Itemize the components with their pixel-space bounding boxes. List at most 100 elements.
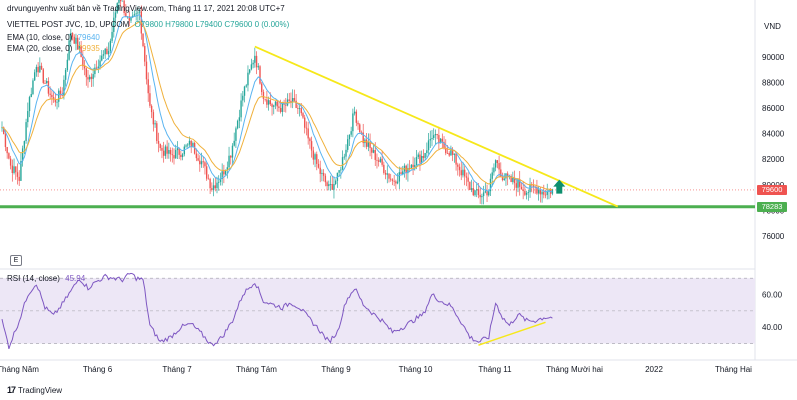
candle-body-53 xyxy=(92,74,94,79)
ema10-legend[interactable]: EMA (10, close, 0) 79640 xyxy=(7,33,100,43)
candle-body-129 xyxy=(223,171,225,175)
time-axis-tick-5: Tháng 10 xyxy=(399,365,433,374)
candle-body-279 xyxy=(481,196,483,198)
candle-body-256 xyxy=(441,138,444,142)
candle-body-142 xyxy=(245,85,247,87)
candle-body-42 xyxy=(73,36,75,44)
candle-body-274 xyxy=(472,188,474,196)
candle-body-216 xyxy=(372,150,375,153)
candle-body-34 xyxy=(59,90,62,96)
candle-body-228 xyxy=(393,180,395,182)
candle-body-85 xyxy=(147,79,149,94)
candle-body-232 xyxy=(400,172,402,174)
candle-body-29 xyxy=(51,94,53,98)
candle-body-159 xyxy=(274,101,277,106)
candle-body-242 xyxy=(417,154,419,157)
candle-body-52 xyxy=(90,76,93,79)
price-axis-tick-5: 86000 xyxy=(762,104,785,113)
candle-body-1 xyxy=(3,127,5,135)
candle-body-221 xyxy=(381,158,383,165)
candle-body-316 xyxy=(544,194,547,196)
candle-body-299 xyxy=(515,183,517,188)
candle-body-223 xyxy=(384,172,387,175)
candle-body-238 xyxy=(410,164,413,169)
candle-body-131 xyxy=(226,167,229,170)
candle-body-126 xyxy=(218,181,220,183)
candle-body-188 xyxy=(324,175,327,183)
candle-body-150 xyxy=(259,66,261,84)
candle-body-65 xyxy=(113,17,115,32)
candle-body-199 xyxy=(343,156,345,158)
candle-body-245 xyxy=(422,156,425,158)
candle-body-95 xyxy=(164,146,167,156)
candle-body-153 xyxy=(264,98,266,100)
candle-body-180 xyxy=(310,141,313,151)
candle-body-309 xyxy=(532,185,535,187)
candle-body-151 xyxy=(261,83,263,92)
rsi-value: 45.94 xyxy=(65,274,86,283)
candle-body-315 xyxy=(543,191,545,195)
candle-body-250 xyxy=(431,137,433,140)
candle-body-264 xyxy=(455,153,457,165)
candle-body-47 xyxy=(82,57,84,67)
candle-body-59 xyxy=(102,54,105,56)
candle-body-14 xyxy=(25,122,27,142)
candle-body-203 xyxy=(350,131,352,135)
candle-body-104 xyxy=(180,154,182,157)
candle-body-46 xyxy=(80,45,82,58)
candle-body-167 xyxy=(288,99,290,101)
candle-body-198 xyxy=(341,157,344,170)
candle-body-96 xyxy=(166,146,168,154)
time-axis-tick-7: Tháng Mười hai xyxy=(546,365,603,374)
symbol-label: VIETTEL POST JVC, 1D, UPCOM xyxy=(7,20,130,29)
candle-body-89 xyxy=(154,123,156,125)
candle-body-48 xyxy=(83,66,86,69)
candle-body-100 xyxy=(173,155,175,159)
candle-body-290 xyxy=(500,169,502,177)
candle-body-231 xyxy=(398,172,401,182)
candle-body-317 xyxy=(546,191,548,195)
tradingview-logo[interactable]: 17 TradingView xyxy=(7,385,62,395)
candle-body-307 xyxy=(529,184,531,193)
candle-body-305 xyxy=(525,192,528,195)
time-axis-tick-1: Tháng 6 xyxy=(83,365,113,374)
candle-body-278 xyxy=(479,195,481,198)
candle-body-99 xyxy=(171,154,173,156)
candle-body-60 xyxy=(104,48,106,55)
candle-body-25 xyxy=(44,82,46,84)
candle-body-66 xyxy=(114,12,117,18)
candle-body-18 xyxy=(32,80,34,95)
ema20-legend[interactable]: EMA (20, close, 0) 79935 xyxy=(7,44,100,54)
candle-body-177 xyxy=(305,127,308,129)
symbol-legend[interactable]: VIETTEL POST JVC, 1D, UPCOM O79800 H7980… xyxy=(7,20,289,30)
candle-body-130 xyxy=(224,169,227,175)
candle-body-229 xyxy=(395,181,397,184)
candle-body-30 xyxy=(52,97,55,100)
candle-body-189 xyxy=(326,182,328,187)
candle-body-58 xyxy=(101,55,103,61)
candle-body-5 xyxy=(9,158,12,166)
candle-body-11 xyxy=(20,161,22,181)
candle-body-56 xyxy=(97,66,100,68)
candle-body-197 xyxy=(340,169,342,171)
time-axis-tick-9: Tháng Hai xyxy=(715,365,752,374)
time-axis-tick-3: Tháng Tám xyxy=(236,365,277,374)
candle-body-258 xyxy=(445,147,447,154)
events-button[interactable]: E xyxy=(10,255,22,266)
time-axis-tick-0: Tháng Năm xyxy=(0,365,39,374)
candle-body-265 xyxy=(457,164,459,167)
candle-body-87 xyxy=(150,105,153,113)
candle-body-240 xyxy=(414,164,416,168)
candle-body-306 xyxy=(527,192,530,193)
price-axis-tick-3: 82000 xyxy=(762,155,785,164)
candle-body-285 xyxy=(491,172,493,179)
candle-body-181 xyxy=(312,150,315,160)
candle-body-314 xyxy=(541,191,543,195)
candle-body-115 xyxy=(199,160,201,165)
candle-body-33 xyxy=(58,90,60,102)
candle-body-266 xyxy=(458,166,461,171)
candle-body-172 xyxy=(297,107,299,109)
rsi-trendline xyxy=(478,321,546,346)
rsi-legend[interactable]: RSI (14, close) 45.94 xyxy=(7,274,85,284)
